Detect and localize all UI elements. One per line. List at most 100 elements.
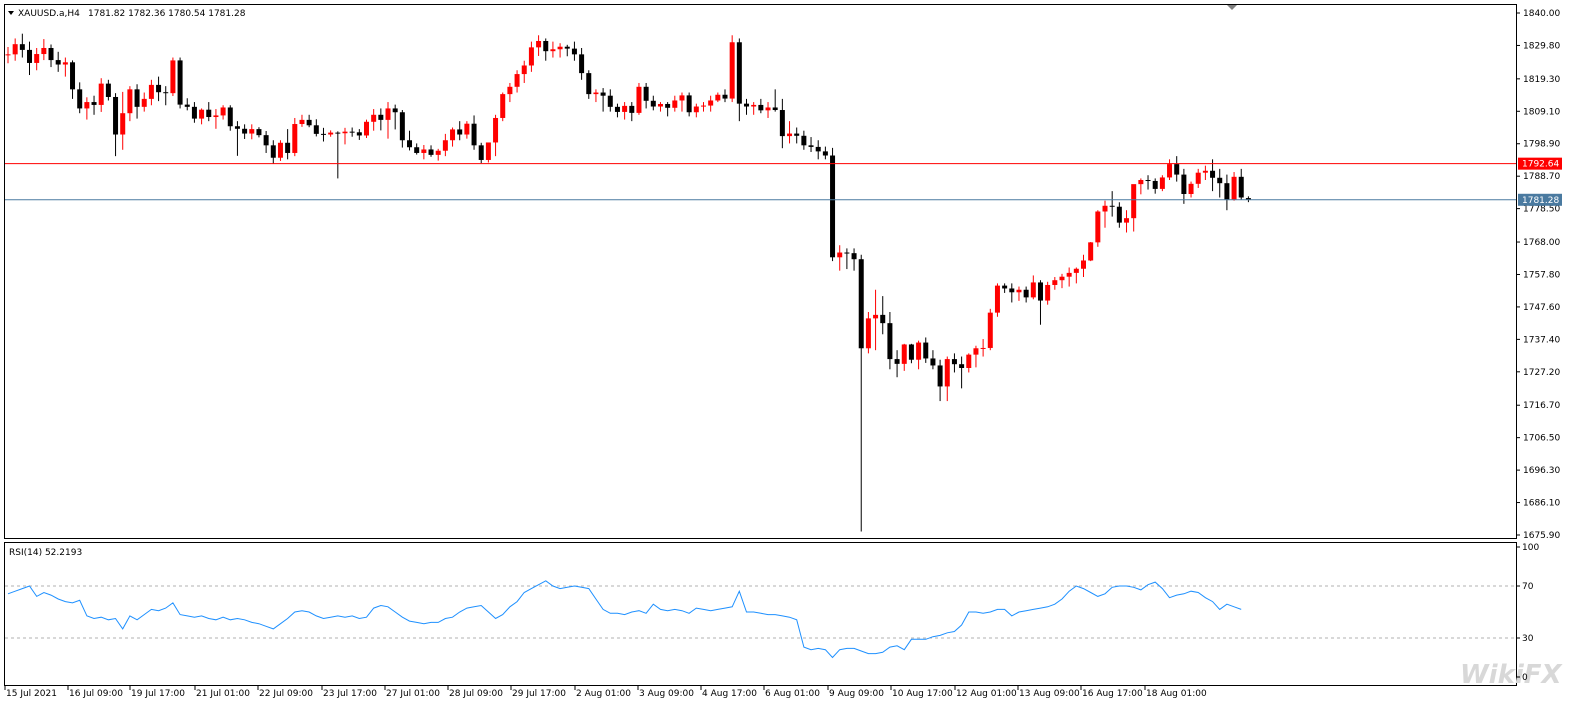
candle-body [34, 54, 40, 63]
price-tick-label: 1696.30 [1523, 466, 1560, 476]
candle-body [249, 129, 255, 134]
candle-body [1059, 276, 1065, 281]
candle-body [579, 54, 585, 74]
candle-body [622, 105, 628, 112]
price-tick-label: 1747.60 [1523, 303, 1560, 313]
candle-body [586, 73, 592, 95]
candle-body [744, 103, 750, 107]
price-line-label: 1781.28 [1522, 196, 1559, 206]
candle-body [679, 95, 685, 101]
time-tick-label: 21 Jul 01:00 [196, 689, 250, 699]
candle-body [435, 150, 441, 155]
candle-body [234, 126, 240, 129]
candle-body [313, 125, 319, 134]
candle-body [457, 129, 463, 135]
candle-body [450, 129, 456, 141]
candle-body [851, 253, 857, 260]
symbol-menu-arrow-icon[interactable] [8, 11, 14, 15]
candle-body [650, 100, 656, 107]
price-tick-label: 1727.20 [1523, 368, 1560, 378]
time-tick-label: 18 Aug 01:00 [1146, 689, 1207, 699]
time-tick-label: 16 Jul 09:00 [69, 689, 123, 699]
candle-body [837, 252, 843, 258]
time-tick-label: 22 Jul 09:00 [259, 689, 313, 699]
candle-body [220, 107, 226, 116]
candle-body [213, 115, 219, 118]
candle-body [1231, 176, 1237, 200]
time-tick-label: 6 Aug 01:00 [765, 689, 820, 699]
candle-body [91, 102, 97, 105]
candle-body [1045, 284, 1051, 301]
candle-body [700, 105, 706, 107]
candle-body [930, 358, 936, 366]
candle-body [277, 142, 283, 158]
time-tick-label: 28 Jul 09:00 [449, 689, 503, 699]
candle-body [120, 113, 126, 135]
price-tick-label: 1829.80 [1523, 41, 1560, 51]
price-tick-label: 1778.50 [1523, 205, 1560, 215]
candle-body [1066, 272, 1072, 277]
candle-body [521, 65, 527, 75]
candle-body [442, 140, 448, 151]
candle-body [1145, 180, 1151, 182]
candle-body [1002, 285, 1008, 289]
time-tick-label: 15 Jul 2021 [6, 689, 57, 699]
candle-body [951, 359, 957, 365]
candle-body [1202, 170, 1208, 173]
candle-body [263, 135, 269, 146]
candle-body [1195, 172, 1201, 184]
candle-body [736, 42, 742, 104]
price-tick-label: 1737.40 [1523, 335, 1560, 345]
candle-body [478, 145, 484, 160]
candle-body [1023, 289, 1029, 298]
candle-body [364, 121, 369, 136]
candle-body [708, 100, 714, 106]
candle-body [292, 124, 298, 153]
candle-body [242, 128, 248, 134]
price-line-label: 1792.64 [1522, 160, 1559, 170]
scroll-shift-marker[interactable] [1227, 5, 1237, 10]
candle-body [1116, 206, 1122, 223]
candle-body [944, 359, 950, 387]
candle-body [464, 123, 470, 135]
candle-body [1167, 164, 1173, 178]
candle-body [629, 105, 635, 113]
candle-body [48, 47, 54, 61]
wikifx-watermark: WikiFX [1460, 660, 1564, 690]
price-tick-label: 1819.30 [1523, 75, 1560, 85]
candle-body [808, 145, 814, 147]
candle-body [908, 344, 914, 360]
candle-body [980, 347, 986, 349]
candle-body [1217, 177, 1223, 184]
candle-body [493, 117, 499, 143]
candle-body [880, 314, 886, 324]
candle-body [672, 100, 678, 108]
symbol-label: XAUUSD.a,H4 [18, 9, 80, 19]
candle-body [657, 103, 663, 107]
candle-body [12, 44, 18, 55]
candle-body [177, 60, 183, 105]
candle-body [916, 342, 922, 360]
candle-body [1131, 184, 1137, 219]
price-tick-label: 1809.10 [1523, 107, 1560, 117]
candle-body [270, 145, 276, 158]
rsi-tick-label: 70 [1522, 582, 1534, 592]
candle-body [285, 142, 291, 153]
candle-body [356, 132, 362, 136]
candle-body [514, 74, 520, 87]
candle-body [349, 131, 355, 133]
rsi-tick-label: 30 [1522, 634, 1534, 644]
candle-body [41, 47, 47, 55]
candle-body [163, 92, 169, 94]
candle-body [887, 323, 893, 360]
candle-body [84, 102, 90, 109]
price-tick-label: 1840.00 [1523, 9, 1560, 19]
candle-body [414, 147, 420, 153]
time-tick-label: 16 Aug 17:00 [1082, 689, 1143, 699]
candle-body [987, 312, 993, 348]
candle-body [1109, 205, 1115, 207]
time-tick-label: 4 Aug 17:00 [702, 689, 757, 699]
candle-body [779, 110, 785, 137]
candle-body [378, 114, 384, 120]
